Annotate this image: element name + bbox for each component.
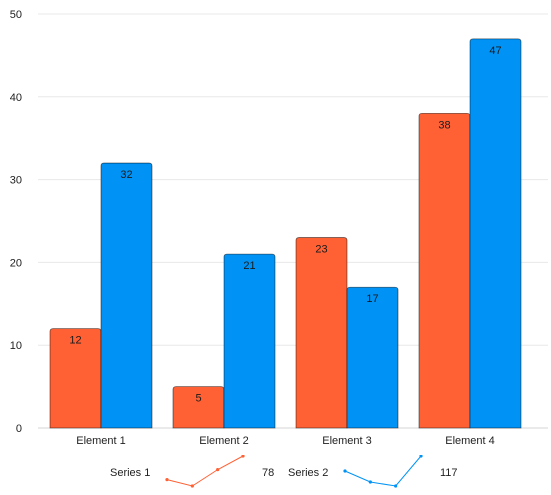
data-label: 47 — [489, 45, 501, 57]
legend-item-series-1[interactable]: Series 1 78 — [0, 455, 290, 491]
y-tick-label: 0 — [16, 423, 22, 435]
y-tick-label: 40 — [10, 92, 22, 104]
sparkline-point — [368, 480, 372, 484]
x-axis: Element 1 Element 2 Element 3 Element 4 — [76, 435, 495, 447]
y-tick-label: 50 — [10, 9, 22, 21]
sparkline-point — [241, 455, 245, 458]
legend-series-1-sparkline — [165, 455, 245, 488]
sparkline-path — [344, 455, 422, 487]
x-tick-label: Element 1 — [76, 435, 126, 447]
legend-series-2-name: Series 2 — [288, 467, 329, 479]
bar-series-2-element-3[interactable] — [346, 286, 399, 429]
x-tick-label: Element 4 — [445, 435, 495, 447]
y-tick-label: 10 — [10, 340, 22, 352]
bars: 12 32 5 21 23 17 38 47 — [49, 38, 522, 429]
sparkline-point — [394, 484, 398, 488]
data-label: 12 — [69, 335, 81, 347]
y-axis: 0 10 20 30 40 50 — [10, 9, 22, 435]
bar-series-1-element-3[interactable] — [295, 237, 348, 429]
data-label: 23 — [315, 244, 327, 256]
sparkline-path — [166, 455, 244, 487]
data-label: 32 — [120, 169, 132, 181]
sparkline-point — [419, 455, 423, 458]
sparkline-point — [190, 484, 194, 488]
legend-series-2-total: 117 — [440, 467, 458, 479]
y-tick-label: 20 — [10, 257, 22, 269]
bar-series-2-element-4[interactable] — [469, 38, 522, 429]
data-label: 21 — [243, 260, 255, 272]
data-label: 5 — [195, 393, 201, 405]
y-tick-label: 30 — [10, 175, 22, 187]
data-label: 17 — [366, 293, 378, 305]
x-tick-label: Element 2 — [199, 435, 249, 447]
legend-series-1-total: 78 — [262, 467, 275, 479]
x-tick-label: Element 3 — [322, 435, 372, 447]
legend-series-2-sparkline — [343, 455, 423, 488]
bar-series-1-element-4[interactable] — [418, 112, 471, 429]
bar-series-2-element-2[interactable] — [223, 253, 276, 429]
legend: Series 1 78 Series 2 117 — [0, 455, 551, 491]
sparkline-point — [343, 469, 347, 473]
sparkline-point — [216, 468, 220, 472]
bar-series-2-element-1[interactable] — [100, 162, 153, 429]
legend-item-series-2[interactable]: Series 2 117 — [0, 455, 551, 491]
sparkline-point — [165, 478, 169, 482]
data-label: 38 — [438, 119, 450, 131]
legend-series-1-name: Series 1 — [110, 467, 151, 479]
